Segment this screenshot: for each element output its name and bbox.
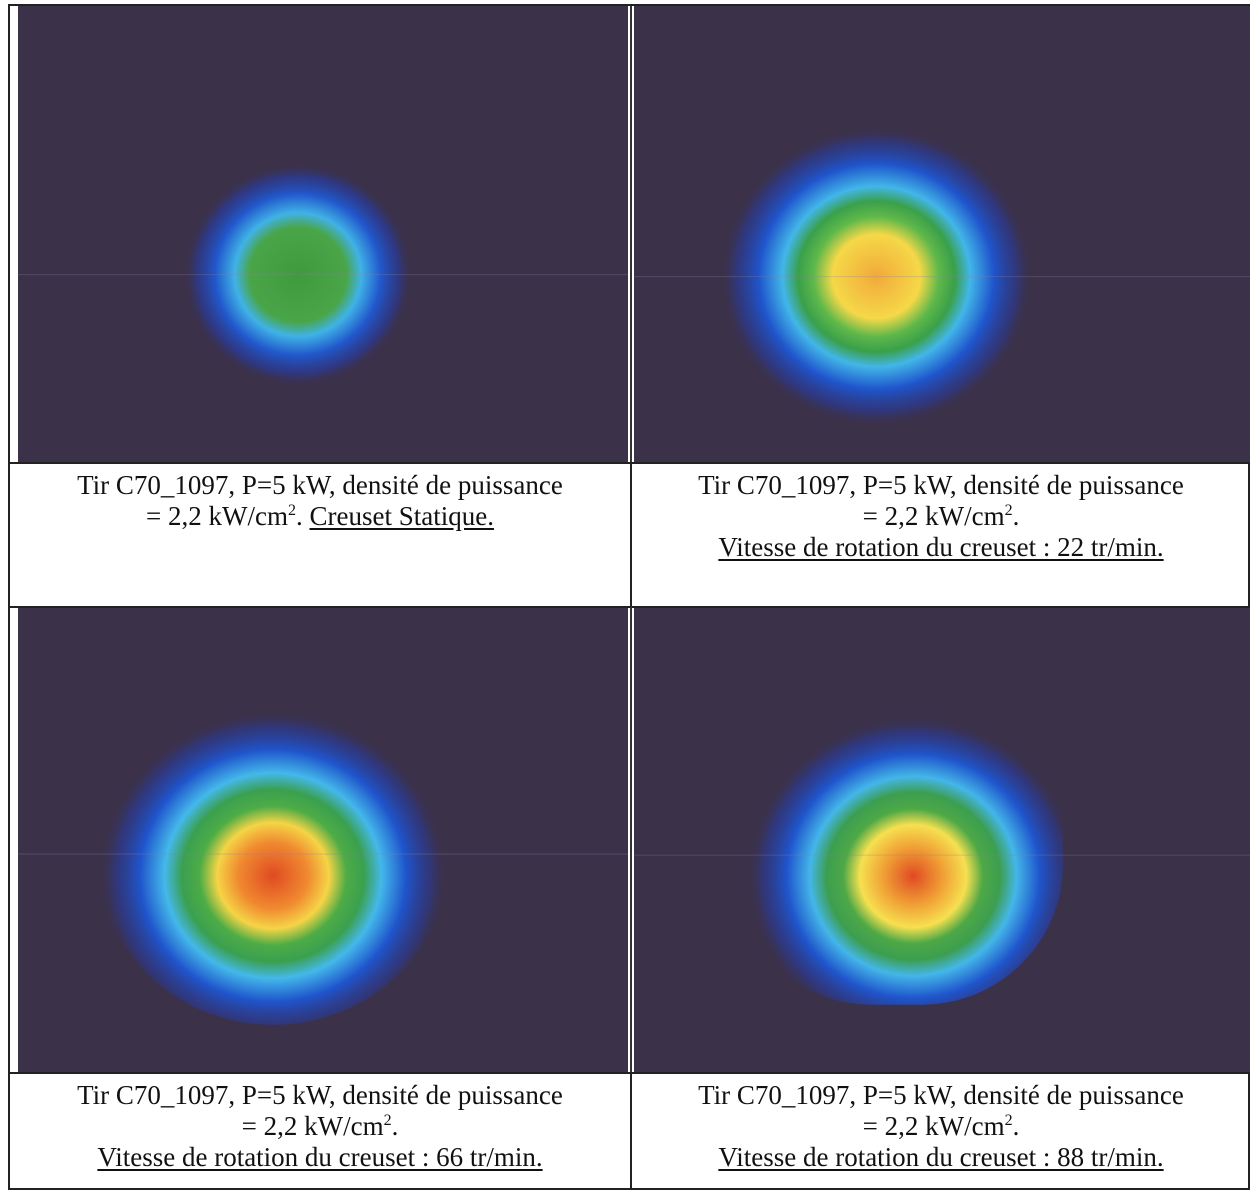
caption-line: Vitesse de rotation du creuset : 66 tr/m… bbox=[10, 1142, 630, 1173]
heat-map-image bbox=[18, 6, 628, 462]
caption-text: . bbox=[1012, 501, 1020, 531]
caption-line: = 2,2 kW/cm2. bbox=[10, 1111, 630, 1142]
caption-line: Tir C70_1097, P=5 kW, densité de puissan… bbox=[698, 1080, 1184, 1110]
caption-line: = 2,2 kW/cm2. Creuset Statique. bbox=[10, 501, 630, 532]
caption: Tir C70_1097, P=5 kW, densité de puissan… bbox=[632, 462, 1250, 606]
caption: Tir C70_1097, P=5 kW, densité de puissan… bbox=[10, 462, 632, 606]
heat-map bbox=[632, 6, 1250, 462]
caption-line: = 2,2 kW/cm2. bbox=[632, 501, 1250, 532]
heat-map bbox=[10, 606, 632, 1072]
exponent: 2 bbox=[383, 1112, 392, 1129]
caption-text: = 2,2 kW/cm bbox=[862, 1111, 1005, 1141]
caption-underlined: Vitesse de rotation du creuset : 88 tr/m… bbox=[718, 1142, 1164, 1172]
heat-map bbox=[10, 6, 632, 462]
caption-text: . bbox=[391, 1111, 399, 1141]
caption: Tir C70_1097, P=5 kW, densité de puissan… bbox=[632, 1072, 1250, 1188]
caption-text: = 2,2 kW/cm bbox=[241, 1111, 384, 1141]
caption-line: Tir C70_1097, P=5 kW, densité de puissan… bbox=[77, 470, 563, 500]
caption-line: Vitesse de rotation du creuset : 88 tr/m… bbox=[632, 1142, 1250, 1173]
exponent: 2 bbox=[287, 502, 296, 519]
exponent: 2 bbox=[1004, 502, 1013, 519]
caption-underlined: Creuset Statique. bbox=[309, 501, 494, 531]
caption-underlined: Vitesse de rotation du creuset : 66 tr/m… bbox=[97, 1142, 543, 1172]
caption-line: Vitesse de rotation du creuset : 22 tr/m… bbox=[632, 532, 1250, 563]
caption-text: = 2,2 kW/cm bbox=[862, 501, 1005, 531]
caption-line: Tir C70_1097, P=5 kW, densité de puissan… bbox=[698, 470, 1184, 500]
caption: Tir C70_1097, P=5 kW, densité de puissan… bbox=[10, 1072, 632, 1188]
caption-text: = 2,2 kW/cm bbox=[146, 501, 288, 531]
caption-underlined: Vitesse de rotation du creuset : 22 tr/m… bbox=[718, 532, 1164, 562]
exponent: 2 bbox=[1004, 1112, 1013, 1129]
caption-text: . bbox=[1012, 1111, 1020, 1141]
heat-map-image bbox=[18, 608, 628, 1072]
caption-line: = 2,2 kW/cm2. bbox=[632, 1111, 1250, 1142]
caption-text: . bbox=[295, 501, 303, 531]
figure-table: Tir C70_1097, P=5 kW, densité de puissan… bbox=[8, 4, 1250, 1190]
heat-map-image bbox=[634, 6, 1250, 462]
heat-map-image bbox=[634, 608, 1250, 1072]
heat-map bbox=[632, 606, 1250, 1072]
caption-line: Tir C70_1097, P=5 kW, densité de puissan… bbox=[77, 1080, 563, 1110]
